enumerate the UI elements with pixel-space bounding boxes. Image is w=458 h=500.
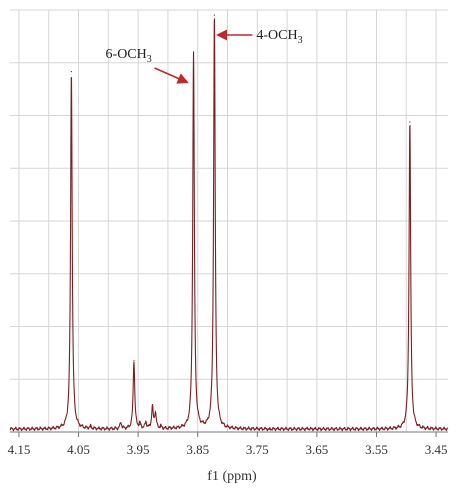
peak-point xyxy=(160,426,162,428)
grid xyxy=(10,9,448,433)
x-tick-label: 3.65 xyxy=(306,442,329,457)
peak-point xyxy=(192,52,195,54)
annotation-label: 4-OCH3 xyxy=(256,28,302,46)
annotations: 6-OCH3 4-OCH3 xyxy=(106,28,303,84)
peak-point xyxy=(133,360,135,362)
peak-annotation: 6-OCH3 xyxy=(106,47,189,84)
annotation-arrow xyxy=(154,67,189,84)
peak-point xyxy=(145,422,147,424)
x-tick-label: 3.95 xyxy=(127,442,150,457)
peak-point xyxy=(307,428,309,430)
x-axis-title: f1 (ppm) xyxy=(207,469,257,484)
peak-point xyxy=(213,14,215,16)
spectrum-line xyxy=(9,17,449,432)
peak-point xyxy=(170,428,172,430)
x-tick-label: 4.05 xyxy=(67,442,90,457)
x-tick-label: 3.75 xyxy=(246,442,269,457)
peak-point xyxy=(268,428,270,431)
annotation-label: 6-OCH3 xyxy=(106,47,152,65)
peak-point xyxy=(70,71,72,73)
peak-point xyxy=(154,412,157,415)
peak-point xyxy=(151,407,154,409)
x-tick-label: 4.15 xyxy=(8,442,31,457)
peak-annotation: 4-OCH3 xyxy=(215,28,303,46)
x-tick-label: 3.85 xyxy=(186,442,209,457)
peak-point xyxy=(120,422,122,424)
x-tick-label: 3.55 xyxy=(365,442,388,457)
peak-markers xyxy=(70,14,411,431)
peak-point xyxy=(409,121,411,123)
x-axis-ticks: 4.15 4.05 3.95 3.85 3.75 3.65 3.55 3.45 xyxy=(8,432,448,457)
peak-point xyxy=(89,426,92,428)
peak-point xyxy=(139,423,141,426)
x-tick-label: 3.45 xyxy=(425,442,448,457)
